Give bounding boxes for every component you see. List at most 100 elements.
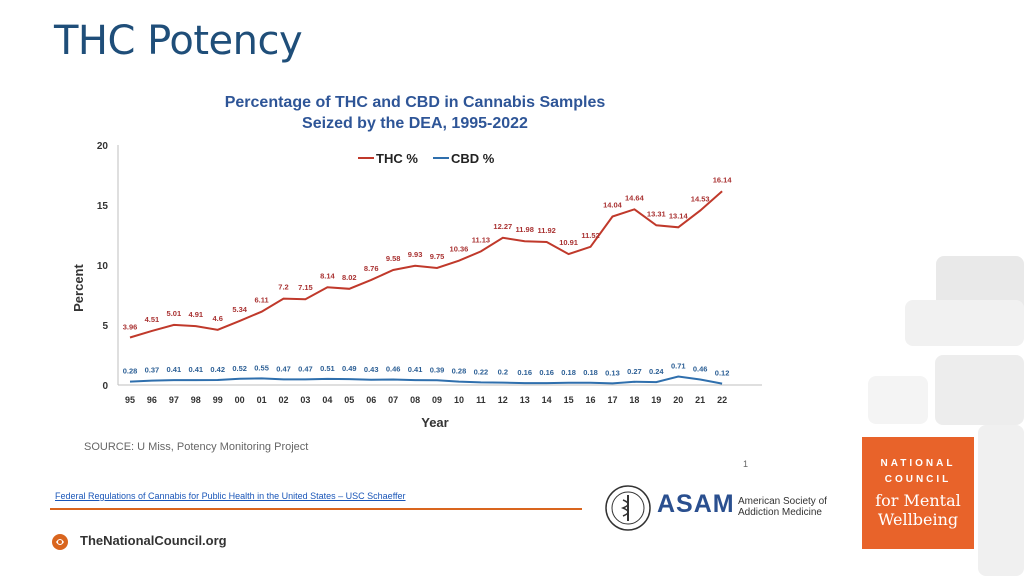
thc-data-label: 8.76 xyxy=(364,264,379,273)
x-tick-label: 10 xyxy=(454,395,464,405)
thc-data-label: 11.52 xyxy=(581,231,599,240)
cbd-data-label: 0.28 xyxy=(123,367,138,376)
x-tick-label: 11 xyxy=(476,395,486,405)
cbd-data-label: 0.41 xyxy=(408,365,423,374)
asam-name-line-2: Addiction Medicine xyxy=(738,507,822,518)
thc-data-label: 5.01 xyxy=(167,309,182,318)
thc-data-label: 10.36 xyxy=(450,245,469,254)
thc-data-label: 14.64 xyxy=(625,193,645,202)
y-tick-label: 10 xyxy=(97,261,109,272)
thc-data-label: 4.6 xyxy=(213,314,223,323)
cbd-data-label: 0.47 xyxy=(276,364,291,373)
y-tick-label: 0 xyxy=(102,381,108,392)
thc-data-label: 5.34 xyxy=(232,305,247,314)
thc-data-label: 4.51 xyxy=(145,315,160,324)
decor-tile xyxy=(905,300,1024,346)
cbd-data-label: 0.2 xyxy=(498,368,508,377)
cbd-data-label: 0.37 xyxy=(145,366,160,375)
x-tick-label: 98 xyxy=(191,395,201,405)
x-tick-label: 02 xyxy=(279,395,289,405)
legend-thc-label: THC % xyxy=(376,151,418,166)
x-tick-label: 17 xyxy=(607,395,617,405)
thc-series-line xyxy=(129,190,723,339)
asam-name: American Society of Addiction Medicine xyxy=(738,496,827,518)
x-tick-label: 08 xyxy=(410,395,420,405)
chart-title-line-2: Seized by the DEA, 1995-2022 xyxy=(302,115,528,132)
thc-data-label: 7.2 xyxy=(278,283,288,292)
x-tick-label: 07 xyxy=(388,395,398,405)
x-tick-label: 22 xyxy=(717,395,727,405)
national-council-mental-wellbeing-logo: NATIONAL COUNCIL for Mental Wellbeing xyxy=(862,437,974,549)
thc-data-label: 10.91 xyxy=(559,238,578,247)
slide-title: THC Potency xyxy=(54,18,303,64)
thc-data-label: 16.14 xyxy=(713,175,733,184)
x-tick-label: 14 xyxy=(542,395,552,405)
cbd-data-label: 0.16 xyxy=(517,368,532,377)
cbd-data-label: 0.46 xyxy=(386,364,401,373)
x-tick-label: 16 xyxy=(586,395,596,405)
y-tick-label: 20 xyxy=(97,141,109,152)
decor-tile xyxy=(868,376,928,424)
thc-data-label: 9.75 xyxy=(430,252,445,261)
cbd-data-label: 0.47 xyxy=(298,364,313,373)
reference-link[interactable]: Federal Regulations of Cannabis for Publ… xyxy=(55,491,406,501)
thc-data-label: 6.11 xyxy=(254,296,268,305)
y-tick-label: 15 xyxy=(97,201,109,212)
thc-data-label: 4.91 xyxy=(188,310,203,319)
cbd-data-label: 0.12 xyxy=(715,369,730,378)
thc-data-label: 11.98 xyxy=(516,225,534,234)
x-tick-label: 04 xyxy=(322,395,332,405)
thc-data-label: 13.14 xyxy=(669,211,689,220)
asam-name-line-1: American Society of xyxy=(738,496,827,507)
x-tick-label: 97 xyxy=(169,395,179,405)
x-tick-label: 12 xyxy=(498,395,508,405)
slide-number: 1 xyxy=(743,459,749,469)
x-tick-label: 20 xyxy=(673,395,683,405)
x-axis-title: Year xyxy=(421,415,448,430)
asam-wordmark: ASAM xyxy=(657,490,735,518)
chart-source: SOURCE: U Miss, Potency Monitoring Proje… xyxy=(84,441,309,453)
thc-data-label: 8.02 xyxy=(342,273,357,282)
cbd-data-label: 0.16 xyxy=(539,368,554,377)
decor-tile xyxy=(935,355,1024,425)
cbd-data-label: 0.13 xyxy=(605,368,620,377)
thc-data-label: 11.92 xyxy=(537,226,555,235)
x-tick-label: 00 xyxy=(235,395,245,405)
cbd-data-label: 0.55 xyxy=(254,363,269,372)
thc-data-label: 8.14 xyxy=(320,271,335,280)
legend-cbd-label: CBD % xyxy=(451,151,495,166)
cbd-data-label: 0.41 xyxy=(167,365,182,374)
thc-data-label: 13.31 xyxy=(647,209,666,218)
cbd-data-label: 0.43 xyxy=(364,365,379,374)
thc-data-label: 14.04 xyxy=(603,201,623,210)
cbd-data-label: 0.71 xyxy=(671,361,686,370)
x-tick-label: 95 xyxy=(125,395,135,405)
chart-title-line-1: Percentage of THC and CBD in Cannabis Sa… xyxy=(224,94,606,111)
x-tick-label: 06 xyxy=(366,395,376,405)
x-tick-label: 18 xyxy=(629,395,639,405)
thc-data-label: 3.96 xyxy=(123,322,138,331)
x-tick-label: 05 xyxy=(344,395,354,405)
x-tick-label: 19 xyxy=(651,395,661,405)
cbd-data-label: 0.18 xyxy=(561,368,576,377)
cbd-data-label: 0.27 xyxy=(627,367,642,376)
x-tick-label: 01 xyxy=(257,395,267,405)
x-tick-label: 21 xyxy=(695,395,705,405)
national-council-logo-icon xyxy=(52,534,68,550)
cbd-data-label: 0.49 xyxy=(342,364,357,373)
cbd-data-label: 0.46 xyxy=(693,364,708,373)
y-tick-label: 5 xyxy=(102,321,108,332)
cbd-data-label: 0.39 xyxy=(430,365,445,374)
cbd-data-label: 0.28 xyxy=(452,367,467,376)
x-tick-label: 13 xyxy=(520,395,530,405)
ncmw-line-4: Wellbeing xyxy=(877,510,959,529)
y-axis-title: Percent xyxy=(71,263,86,311)
decor-tile xyxy=(978,425,1024,576)
cbd-data-label: 0.42 xyxy=(210,365,225,374)
thc-data-label: 11.13 xyxy=(472,235,490,244)
x-tick-label: 03 xyxy=(300,395,310,405)
footer-url[interactable]: TheNationalCouncil.org xyxy=(80,533,227,548)
cbd-data-label: 0.18 xyxy=(583,368,598,377)
thc-data-label: 9.58 xyxy=(386,254,401,263)
